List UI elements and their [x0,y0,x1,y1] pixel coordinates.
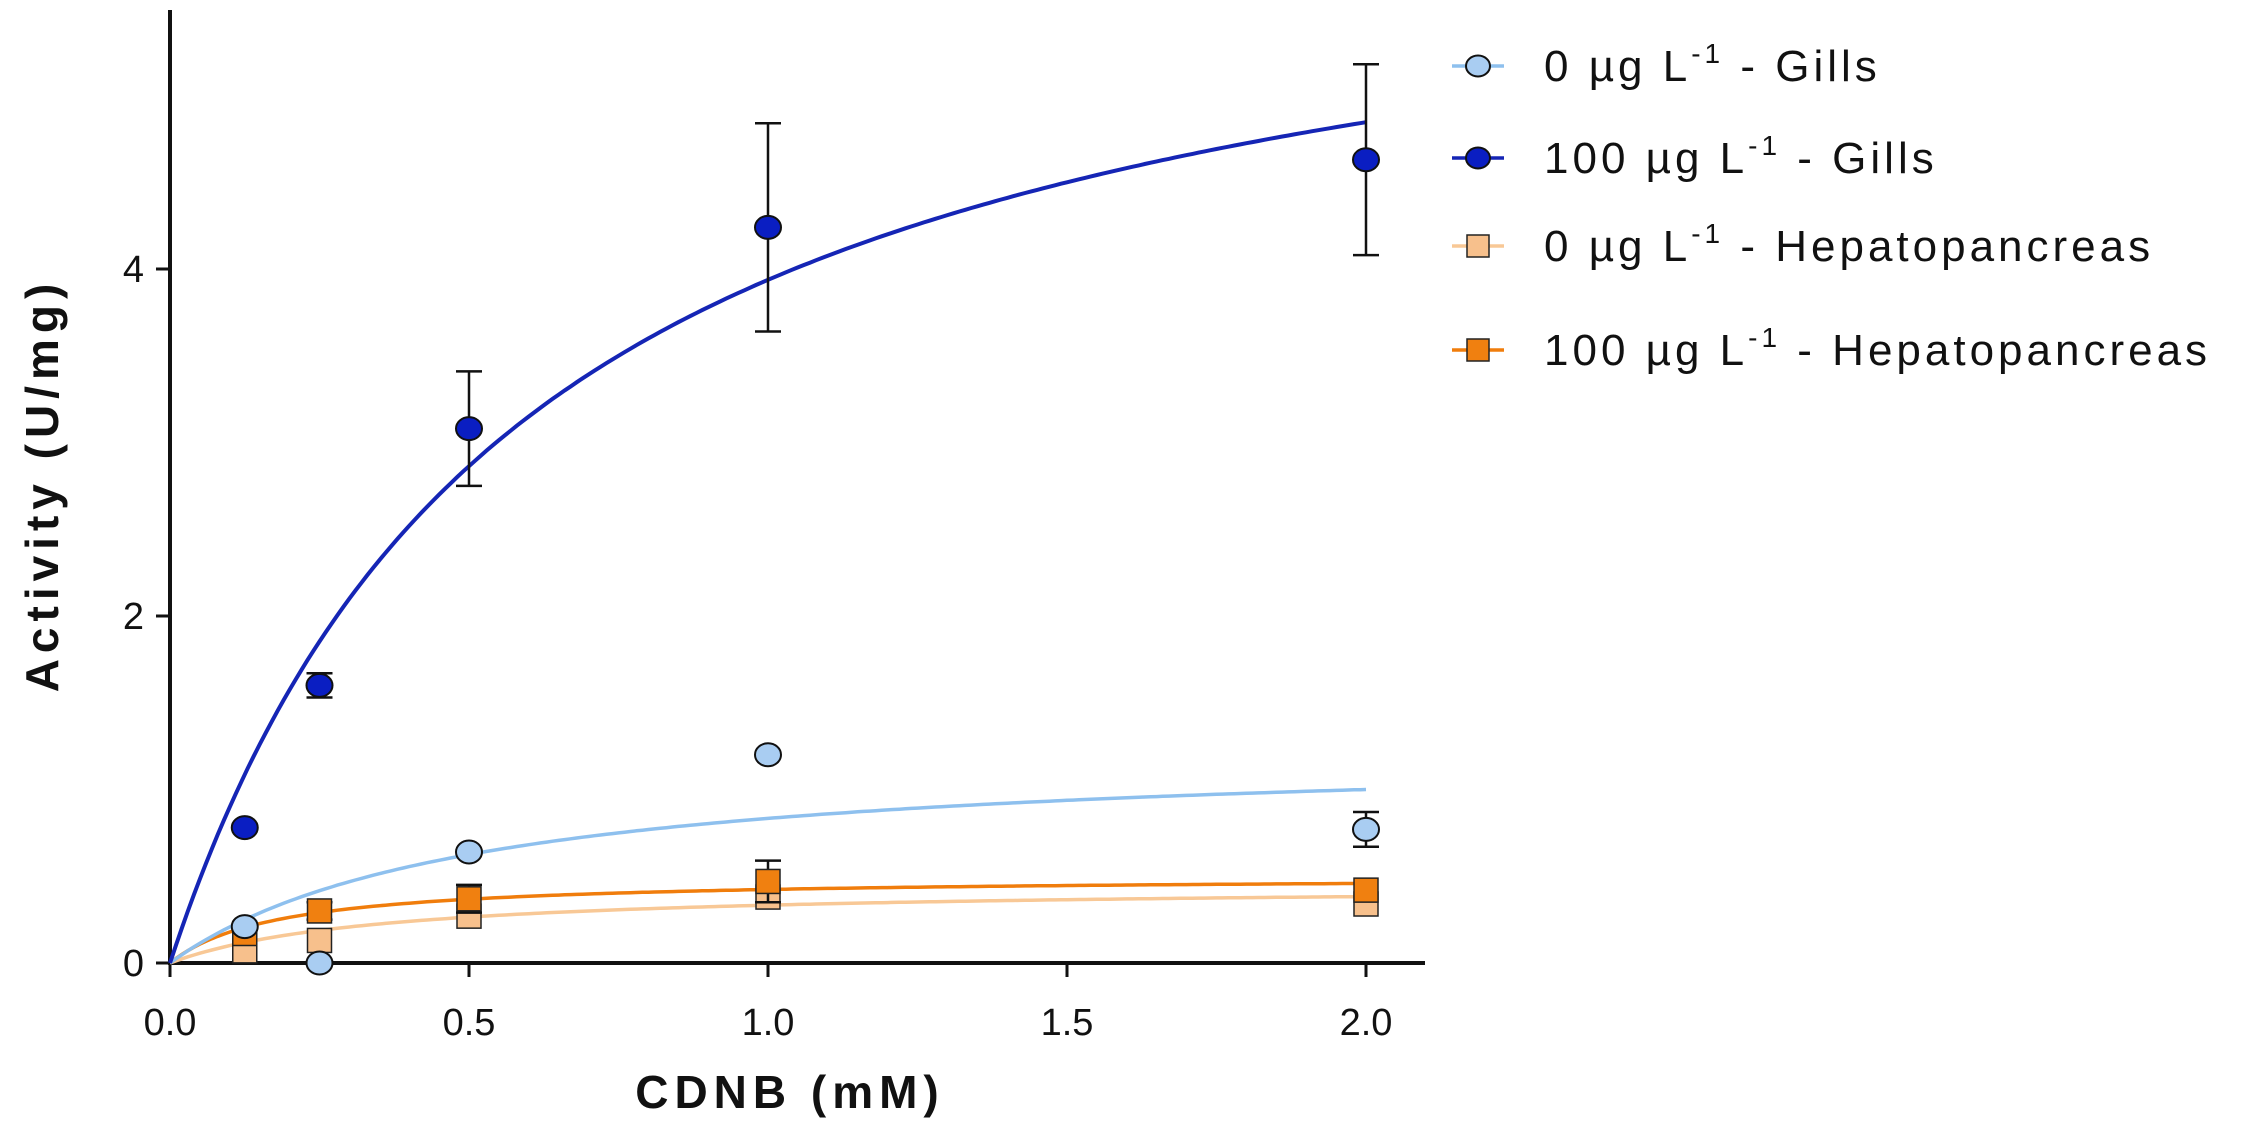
data-point [755,868,781,895]
legend-label: 0 µg L-1 - Hepatopancreas [1544,218,2154,271]
fit-curve [168,787,1367,965]
data-point [455,839,483,865]
axes: 0.0 0.5 1.0 1.5 2.0 0 2 4 [123,10,1425,1044]
x-axis-title: CDNB (mM) [635,1066,945,1118]
data-point [230,914,259,940]
data-point [1352,816,1380,842]
data-point [1353,877,1379,903]
legend-label: 0 µg L-1 - Gills [1544,38,1881,91]
legend-marker [1466,234,1490,258]
data-point [754,214,782,240]
x-tick-label: 2.0 [1340,1002,1393,1044]
legend-label: 100 µg L-1 - Gills [1544,130,1938,183]
series-group [168,63,1380,976]
y-axis-title: Activity (U/mg) [16,278,68,693]
x-tick-label: 1.5 [1041,1002,1094,1044]
data-point [230,815,259,841]
x-tick-label: 0.5 [443,1002,496,1044]
data-point [305,672,334,698]
y-tick-label: 0 [123,943,144,985]
data-point [306,927,333,954]
data-point [306,898,333,924]
data-point [455,416,483,442]
x-tick-label: 0.0 [144,1002,197,1044]
y-tick-label: 2 [123,596,144,638]
legend-marker [1465,54,1491,78]
data-point [456,886,482,912]
legend-marker [1465,146,1491,170]
legend: 0 µg L-1 - Gills 100 µg L-1 - Gills 0 µg L… [1452,38,2211,375]
data-point [305,950,334,976]
data-point [754,742,782,768]
data-point [1352,147,1380,173]
legend-entry: 0 µg L-1 - Gills [1452,38,1881,91]
y-tick-label: 4 [123,249,144,291]
x-tick-label: 1.0 [742,1002,795,1044]
legend-marker [1466,338,1490,362]
series [230,63,1380,841]
legend-entry: 100 µg L-1 - Hepatopancreas [1452,322,2211,375]
legend-label: 100 µg L-1 - Hepatopancreas [1544,322,2211,375]
legend-entry: 0 µg L-1 - Hepatopancreas [1452,218,2154,271]
series [230,742,1380,976]
legend-entry: 100 µg L-1 - Gills [1452,130,1938,183]
